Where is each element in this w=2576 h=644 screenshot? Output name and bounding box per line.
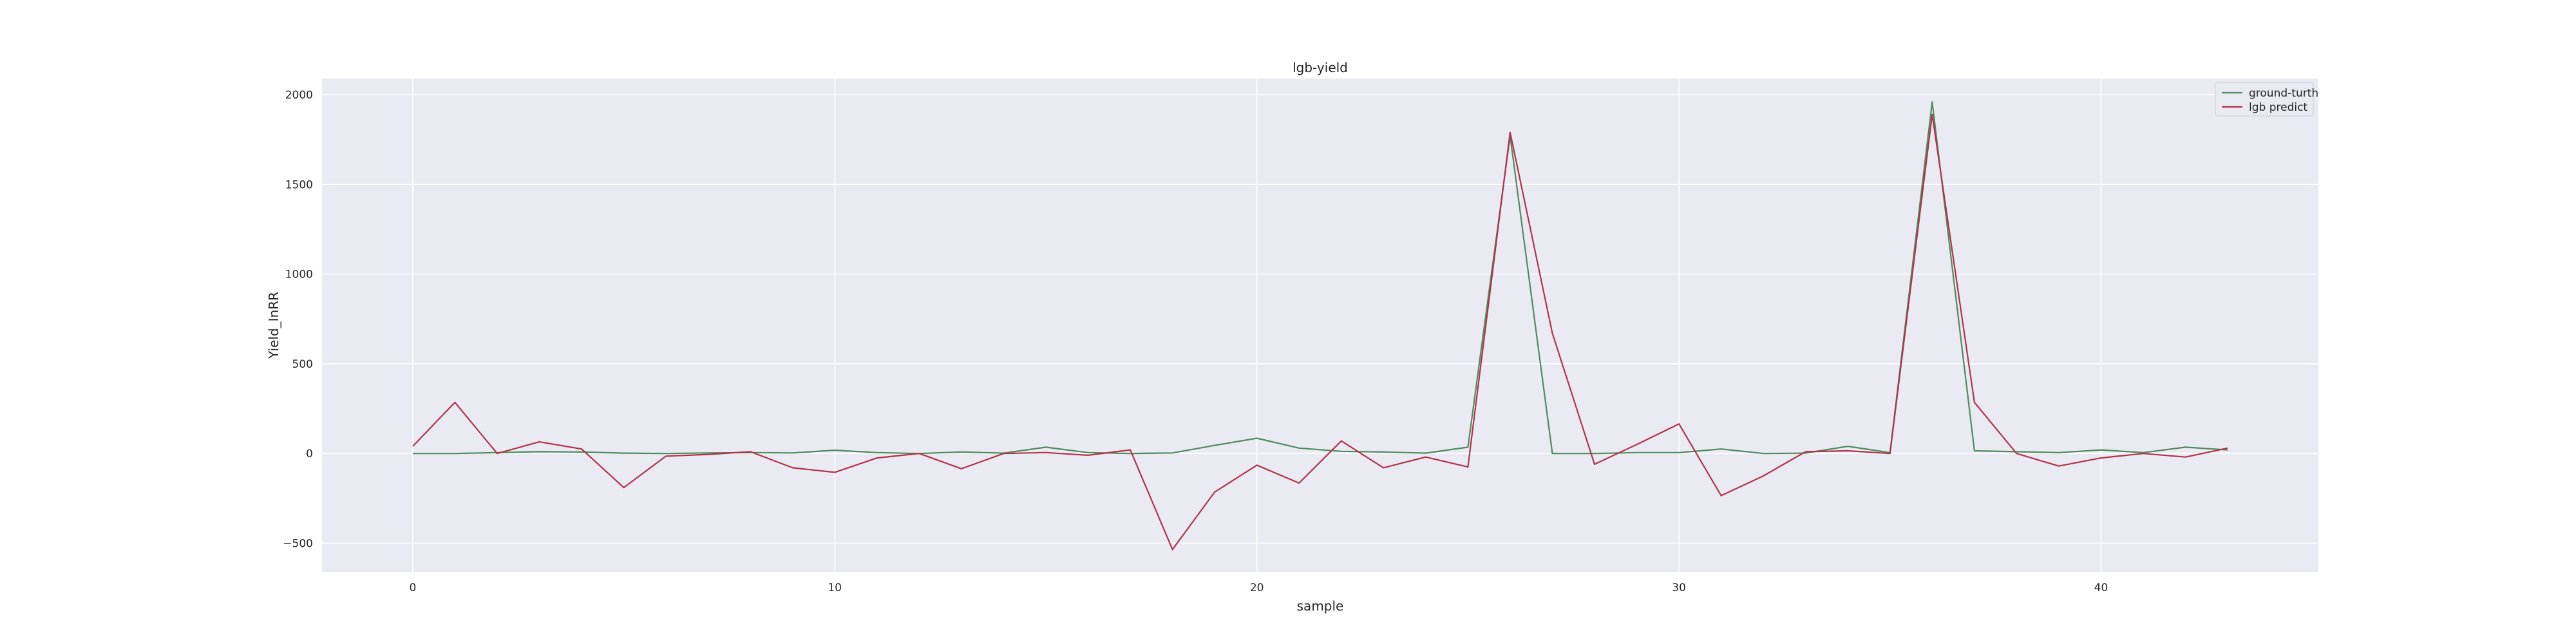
x-tick-label: 0 [409,582,416,594]
y-tick-label: 500 [292,358,313,371]
y-tick-label: 1500 [285,178,313,191]
x-tick-label: 10 [828,582,842,594]
y-tick-label: 2000 [285,89,313,102]
legend-label: lgb predict [2249,101,2307,114]
x-axis-label: sample [1297,598,1344,614]
y-tick-label: 0 [306,448,313,460]
series-lines [412,101,2228,551]
y-tick-label: 1000 [285,269,313,281]
y-tick-label: −500 [283,537,313,550]
x-tick-label: 20 [1250,582,1264,594]
plot-area [322,79,2318,572]
series-line-ground-truth [412,101,2228,455]
y-axis-label: Yield_InRR [266,292,281,359]
legend-label: ground-turth [2249,87,2318,100]
tick-labels: 0 10 20 30 40 −500 0 500 1000 1500 2000 [283,89,2108,594]
series-line-lgb-predict [412,113,2228,551]
chart-title: lgb-yield [1293,60,1348,75]
x-tick-label: 30 [1672,582,1686,594]
x-tick-label: 40 [2094,582,2108,594]
